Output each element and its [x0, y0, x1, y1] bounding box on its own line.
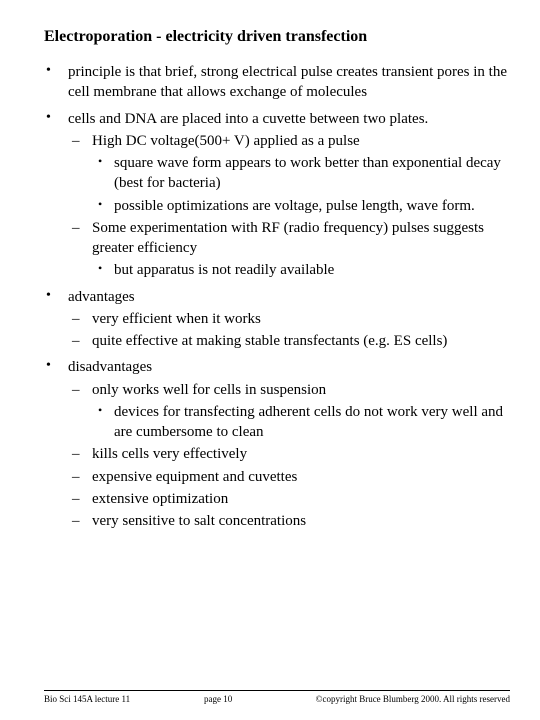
list-item: only works well for cells in suspension … [68, 380, 510, 443]
footer-left: Bio Sci 145A lecture 11 [44, 694, 130, 704]
list-item: disadvantages only works well for cells … [44, 357, 510, 531]
item-text: advantages [68, 289, 135, 305]
sublist: only works well for cells in suspension … [68, 380, 510, 532]
footer-page-number: page 10 [204, 694, 232, 704]
sublist: devices for transfecting adherent cells … [92, 402, 510, 443]
item-text: principle is that brief, strong electric… [68, 64, 507, 100]
item-text: quite effective at making stable transfe… [92, 333, 447, 349]
list-item: cells and DNA are placed into a cuvette … [44, 109, 510, 281]
sublist: but apparatus is not readily available [92, 260, 510, 280]
item-text: Some experimentation with RF (radio freq… [92, 220, 484, 256]
item-text: High DC voltage(500+ V) applied as a pul… [92, 133, 360, 149]
list-item: possible optimizations are voltage, puls… [92, 196, 510, 216]
item-text: square wave form appears to work better … [114, 155, 501, 191]
list-item: principle is that brief, strong electric… [44, 62, 510, 103]
sublist: square wave form appears to work better … [92, 153, 510, 216]
outline-list: principle is that brief, strong electric… [44, 62, 510, 531]
item-text: extensive optimization [92, 491, 228, 507]
item-text: very efficient when it works [92, 311, 261, 327]
list-item: quite effective at making stable transfe… [68, 331, 510, 351]
list-item: Some experimentation with RF (radio freq… [68, 218, 510, 281]
page-title: Electroporation - electricity driven tra… [44, 28, 510, 46]
sublist: very efficient when it works quite effec… [68, 309, 510, 352]
item-text: possible optimizations are voltage, puls… [114, 198, 475, 214]
item-text: but apparatus is not readily available [114, 262, 334, 278]
item-text: cells and DNA are placed into a cuvette … [68, 111, 428, 127]
list-item: but apparatus is not readily available [92, 260, 510, 280]
item-text: very sensitive to salt concentrations [92, 513, 306, 529]
sublist: High DC voltage(500+ V) applied as a pul… [68, 131, 510, 281]
list-item: very efficient when it works [68, 309, 510, 329]
list-item: extensive optimization [68, 489, 510, 509]
item-text: only works well for cells in suspension [92, 382, 326, 398]
item-text: expensive equipment and cuvettes [92, 469, 297, 485]
list-item: square wave form appears to work better … [92, 153, 510, 194]
list-item: High DC voltage(500+ V) applied as a pul… [68, 131, 510, 216]
item-text: disadvantages [68, 359, 152, 375]
list-item: kills cells very effectively [68, 444, 510, 464]
list-item: advantages very efficient when it works … [44, 287, 510, 352]
list-item: expensive equipment and cuvettes [68, 467, 510, 487]
item-text: devices for transfecting adherent cells … [114, 404, 503, 440]
item-text: kills cells very effectively [92, 446, 247, 462]
list-item: very sensitive to salt concentrations [68, 511, 510, 531]
list-item: devices for transfecting adherent cells … [92, 402, 510, 443]
footer-copyright: ©copyright Bruce Blumberg 2000. All righ… [316, 694, 510, 704]
page-footer: Bio Sci 145A lecture 11 page 10 ©copyrig… [44, 690, 510, 704]
